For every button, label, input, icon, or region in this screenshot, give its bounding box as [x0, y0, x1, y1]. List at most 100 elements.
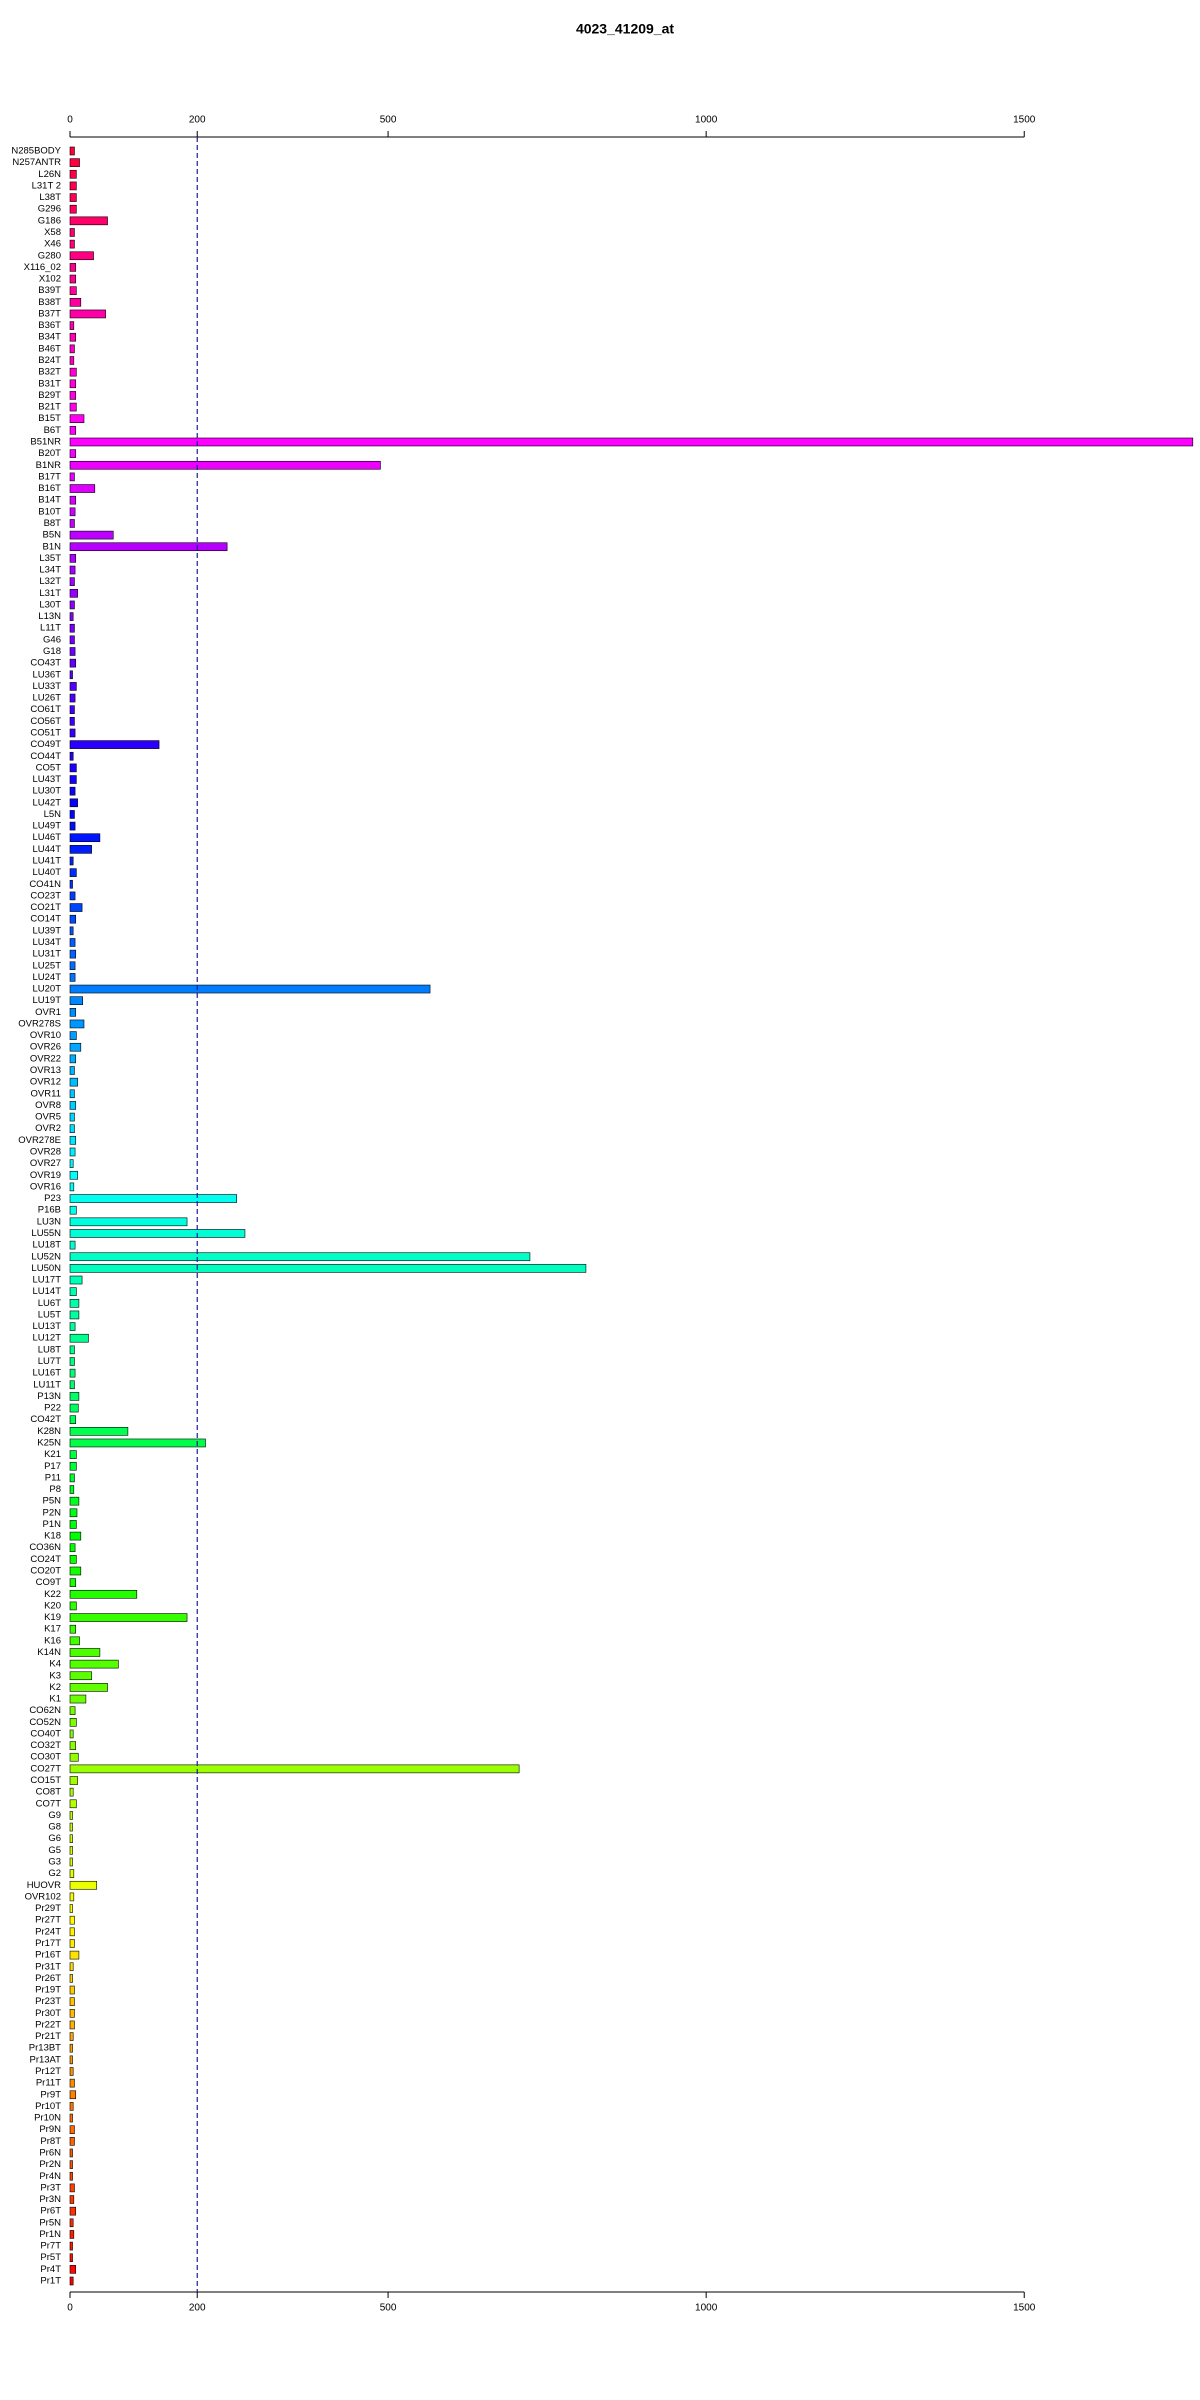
- bar: [69, 1450, 77, 1459]
- bar: [69, 1089, 75, 1099]
- bar: [69, 1240, 76, 1250]
- y-tick-label: P17: [44, 1461, 61, 1472]
- y-tick-label: LU11T: [33, 1379, 61, 1390]
- bar: [69, 2113, 73, 2123]
- bar: [69, 1869, 75, 1878]
- bar: [69, 1101, 77, 1110]
- bar: [69, 1194, 237, 1203]
- bar: [69, 1752, 79, 1762]
- bar: [69, 1671, 92, 1681]
- bar: [69, 2218, 74, 2228]
- y-tick-label: Pr7T: [40, 2241, 61, 2252]
- y-tick-label: P5N: [43, 1496, 62, 1507]
- y-tick-label: CO24T: [30, 1554, 61, 1565]
- bar: [69, 472, 75, 482]
- bar: [69, 530, 114, 540]
- bar: [69, 810, 75, 819]
- y-tick-label: Pr29T: [35, 1903, 61, 1914]
- bar: [69, 1112, 75, 1122]
- y-tick-label: P13N: [37, 1391, 61, 1402]
- y-tick-label: Pr4T: [40, 2264, 61, 2275]
- y-tick-label: CO61T: [30, 704, 61, 715]
- bar: [69, 1764, 520, 1774]
- bar: [69, 1496, 80, 1506]
- bar: [69, 1520, 77, 1529]
- bar: [69, 1636, 80, 1646]
- bar: [69, 2102, 74, 2111]
- bar: [69, 1787, 74, 1797]
- bar: [69, 426, 77, 435]
- y-tick-label: CO32T: [30, 1740, 61, 1751]
- y-tick-label: OVR19: [30, 1170, 61, 1181]
- y-tick-label: K28N: [37, 1426, 61, 1437]
- bar: [69, 1997, 75, 2006]
- bar: [69, 588, 78, 598]
- y-tick-label: CO36N: [29, 1542, 61, 1553]
- bar: [69, 169, 77, 179]
- bar: [69, 1031, 77, 1040]
- y-tick-label: B20T: [38, 448, 61, 459]
- y-tick-label: B32T: [38, 367, 61, 378]
- y-tick-label: G2: [48, 1868, 61, 1879]
- y-tick-label: Pr4N: [39, 2171, 61, 2182]
- bar: [69, 1508, 78, 1518]
- y-tick-label: CO20T: [30, 1566, 61, 1577]
- bar: [69, 1880, 98, 1890]
- bar: [69, 2055, 73, 2065]
- bar: [69, 146, 75, 156]
- y-tick-label: OVR5: [35, 1112, 61, 1123]
- bar: [69, 1706, 76, 1715]
- y-tick-label: Pr10T: [35, 2101, 61, 2112]
- y-tick-label: CO41N: [29, 879, 61, 890]
- y-tick-label: LU33T: [32, 681, 61, 692]
- bar: [69, 1357, 75, 1366]
- chart-title: 4023_41209_at: [576, 21, 674, 37]
- y-tick-label: Pr19T: [35, 1985, 61, 1996]
- y-tick-label: Pr24T: [35, 1926, 61, 1937]
- y-tick-label: Pr11T: [36, 2078, 61, 2089]
- bar: [69, 1589, 138, 1599]
- y-tick-label: CO14T: [30, 914, 61, 925]
- x-tick-label: 1500: [1013, 2303, 1036, 2314]
- y-tick-label: LU34T: [32, 937, 61, 948]
- y-tick-label: LU17T: [32, 1275, 61, 1286]
- bar: [69, 2148, 73, 2158]
- y-tick-label: CO23T: [30, 890, 61, 901]
- y-tick-label: OVR28: [30, 1146, 61, 1157]
- bar: [69, 961, 76, 971]
- bar: [69, 1147, 76, 1157]
- y-tick-label: Pr1N: [39, 2229, 61, 2240]
- y-tick-label: Pr30T: [35, 2008, 61, 2019]
- y-tick-label: OVR22: [30, 1053, 61, 1064]
- y-tick-label: P16B: [38, 1205, 61, 1216]
- bar: [69, 1613, 188, 1622]
- y-tick-label: CO43T: [30, 658, 61, 669]
- y-tick-label: LU12T: [32, 1333, 61, 1344]
- bar: [69, 1170, 78, 1180]
- y-tick-label: B1N: [43, 541, 62, 552]
- y-tick-label: LU8T: [38, 1344, 61, 1355]
- y-tick-label: N285BODY: [11, 146, 61, 157]
- y-tick-label: B8T: [44, 518, 62, 529]
- bar: [69, 763, 77, 773]
- y-tick-label: Pr16T: [35, 1950, 61, 1961]
- bar: [69, 437, 1194, 447]
- bar: [69, 321, 75, 330]
- bar: [69, 1427, 129, 1436]
- y-tick-label: Pr9T: [40, 2089, 61, 2100]
- y-tick-label: CO15T: [30, 1775, 61, 1786]
- y-tick-label: LU46T: [32, 832, 61, 843]
- y-tick-label: Pr3T: [40, 2182, 61, 2193]
- y-tick-label: B24T: [38, 355, 61, 366]
- y-tick-label: B36T: [38, 320, 61, 331]
- bar: [69, 460, 381, 470]
- y-tick-label: Pr6T: [40, 2206, 61, 2217]
- y-tick-label: LU39T: [32, 925, 61, 936]
- bar: [69, 856, 74, 866]
- y-tick-label: P1N: [43, 1519, 62, 1530]
- bar: [69, 740, 160, 749]
- bar: [69, 1159, 74, 1168]
- y-tick-label: LU41T: [32, 856, 61, 867]
- bar: [69, 1985, 75, 1995]
